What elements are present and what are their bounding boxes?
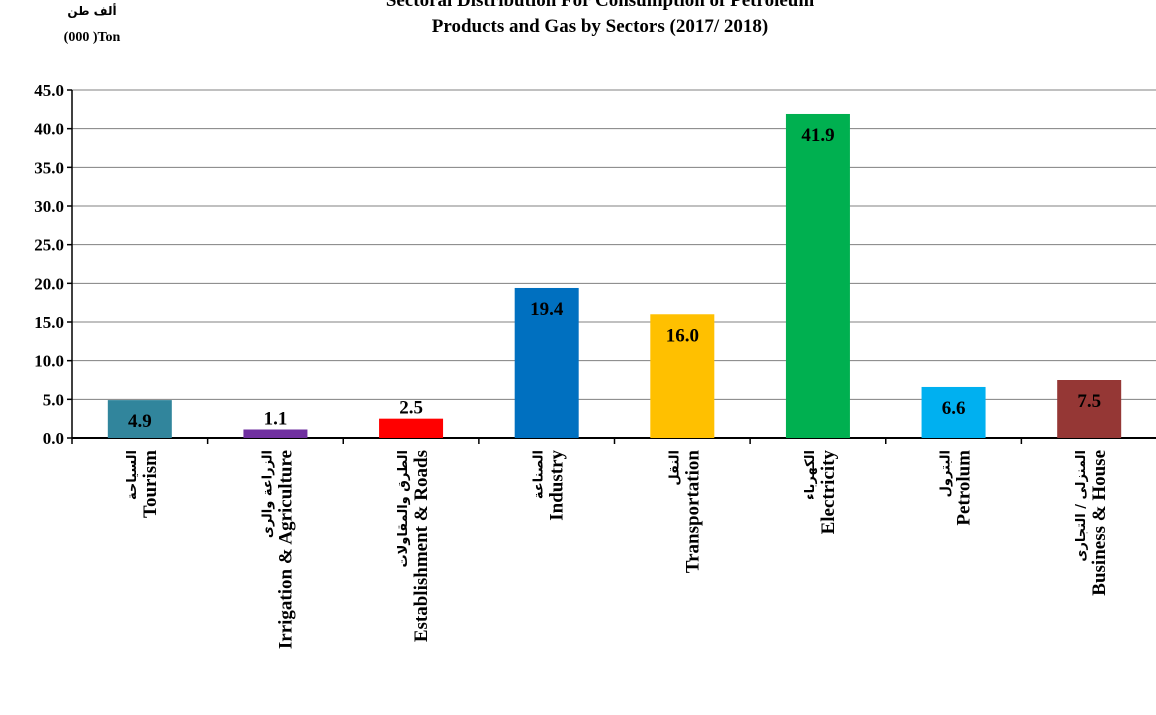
value-label: 16.0 xyxy=(666,325,699,346)
chart-title-line-1: Sectoral Distribution For Consumption of… xyxy=(385,0,815,11)
x-tick-label: Industry xyxy=(547,450,568,521)
x-tick-label-arabic: الصناعة xyxy=(532,450,547,499)
unit-label-arabic: ألف طن xyxy=(67,4,117,18)
x-tick-label: Transportation xyxy=(682,450,703,574)
x-tick-label-arabic: الكهرباء xyxy=(803,450,818,500)
value-label: 41.9 xyxy=(801,125,834,146)
bar xyxy=(785,113,850,439)
bar xyxy=(243,429,308,438)
y-tick-label: 40.0 xyxy=(34,120,64,139)
x-category-label: الصناعة Industry xyxy=(532,450,568,521)
bar xyxy=(650,314,715,438)
x-category-label: الكهرباء Electricity xyxy=(803,450,839,535)
y-tick-label: 35.0 xyxy=(34,158,64,177)
x-category-label: الزراعة والرى Irrigation & Agriculture xyxy=(260,450,296,649)
x-tick-label: Tourism xyxy=(140,450,161,518)
unit-label-english: (000 )Ton xyxy=(63,30,121,45)
x-tick-label: Establishment & Roads xyxy=(411,450,432,642)
y-tick-label: 20.0 xyxy=(34,274,64,293)
x-tick-label-arabic: الزراعة والرى xyxy=(260,450,275,538)
x-tick-label: Electricity xyxy=(818,450,839,535)
y-tick-label: 5.0 xyxy=(43,390,64,409)
x-tick-label-arabic: السياحة xyxy=(125,450,140,500)
y-tick-label: 30.0 xyxy=(34,197,64,216)
x-category-label: النقل Transportation xyxy=(667,450,703,574)
x-tick-label: Irrigation & Agriculture xyxy=(275,450,296,649)
value-label: 2.5 xyxy=(399,398,423,419)
bar xyxy=(1057,380,1122,438)
bar xyxy=(107,400,172,438)
x-tick-label: Business & House xyxy=(1089,450,1110,596)
value-label: 7.5 xyxy=(1077,391,1101,412)
x-tick-label-arabic: الطرق والمقاولات xyxy=(396,450,411,567)
value-label: 1.1 xyxy=(264,408,288,429)
x-category-label: المنزلى / التجارى Business & House xyxy=(1074,450,1110,596)
x-tick-label-arabic: النقل xyxy=(667,450,682,486)
y-tick-label: 0.0 xyxy=(43,429,64,448)
x-tick-label: Petrolum xyxy=(954,450,975,526)
bar xyxy=(921,386,986,438)
bar xyxy=(514,287,579,438)
chart-title: Sectoral Distribution For Consumption of… xyxy=(250,0,950,40)
bar xyxy=(379,418,444,438)
y-tick-label: 15.0 xyxy=(34,313,64,332)
x-category-label: البترول Petrolum xyxy=(939,450,975,526)
value-label: 6.6 xyxy=(942,398,966,419)
value-label: 19.4 xyxy=(530,299,564,320)
x-tick-label-arabic: المنزلى / التجارى xyxy=(1074,450,1089,562)
y-tick-label: 45.0 xyxy=(34,81,64,100)
x-tick-label-arabic: البترول xyxy=(939,450,954,497)
y-tick-label: 10.0 xyxy=(34,352,64,371)
x-category-label: الطرق والمقاولات Establishment & Roads xyxy=(396,450,432,642)
x-category-label: السياحة Tourism xyxy=(125,450,161,518)
value-label: 4.9 xyxy=(128,411,152,432)
chart-title-line-2: Products and Gas by Sectors (2017/ 2018) xyxy=(431,16,769,37)
y-tick-label: 25.0 xyxy=(34,236,64,255)
